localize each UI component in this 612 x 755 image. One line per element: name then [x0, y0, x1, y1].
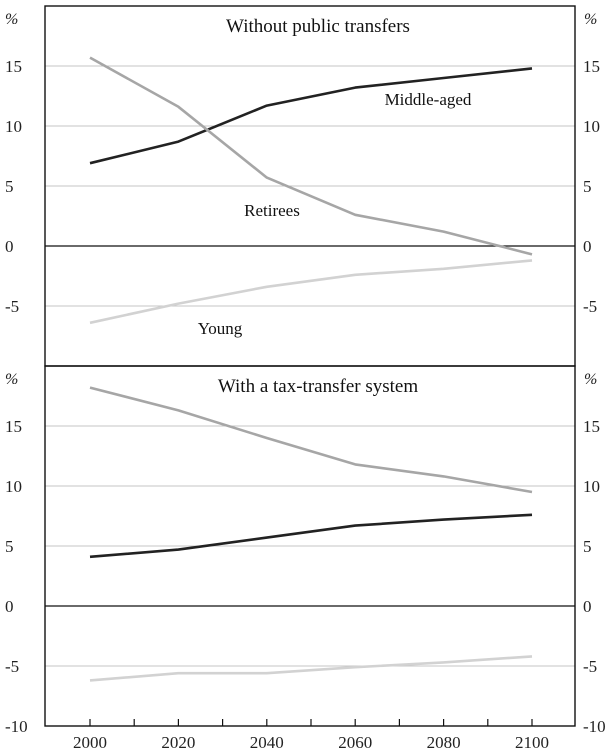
series-label: Retirees [244, 201, 300, 220]
y-tick-label-left: 0 [5, 237, 14, 256]
x-tick-label: 2040 [250, 733, 284, 752]
y-tick-label-right: 0 [583, 597, 592, 616]
y-tick-label-right: -5 [583, 657, 597, 676]
y-tick-label-right: -10 [583, 717, 606, 736]
plot-frame [44, 365, 576, 727]
x-tick-label: 2020 [161, 733, 195, 752]
y-tick-label-right: 15 [583, 417, 600, 436]
y-unit-label-left: % [5, 11, 18, 28]
x-tick-label: 2100 [515, 733, 549, 752]
x-tick-label: 2060 [338, 733, 372, 752]
y-tick-label-left: 10 [5, 117, 22, 136]
x-tick-label: 2080 [427, 733, 461, 752]
y-tick-label-left: 5 [5, 537, 14, 556]
y-tick-label-left: 10 [5, 477, 22, 496]
y-tick-label-right: 10 [583, 477, 600, 496]
y-tick-label-left: -10 [5, 717, 28, 736]
y-tick-label-right: 0 [583, 237, 592, 256]
y-tick-label-right: 5 [583, 537, 592, 556]
panel-title: With a tax-transfer system [218, 376, 418, 397]
y-tick-label-left: 0 [5, 597, 14, 616]
y-unit-label-left: % [5, 371, 18, 388]
y-tick-label-right: 10 [583, 117, 600, 136]
y-tick-label-right: 15 [583, 57, 600, 76]
series-label: Young [198, 319, 243, 338]
y-tick-label-right: 5 [583, 177, 592, 196]
y-tick-label-left: -5 [5, 657, 19, 676]
chart-panel-2: -10 -10 -5 -5 0 0 5 5 10 10 15 15% % With a tax-trans… [5, 365, 606, 752]
series-line-2 [89, 56, 533, 256]
x-tick-label: 2000 [73, 733, 107, 752]
y-tick-label-left: -5 [5, 297, 19, 316]
chart-panel-1: -5 -5 0 0 5 5 10 10 15 15% % Without public transfe… [5, 5, 600, 367]
series-line-3 [89, 655, 533, 682]
series-label: Middle-aged [385, 90, 472, 109]
series-line-3 [89, 259, 533, 325]
y-tick-label-left: 15 [5, 57, 22, 76]
y-unit-label-right: % [584, 11, 597, 28]
series-line-2 [89, 513, 533, 559]
y-tick-label-left: 15 [5, 417, 22, 436]
y-unit-label-right: % [584, 371, 597, 388]
series-line-1 [89, 67, 533, 165]
series-line-1 [89, 386, 533, 494]
y-tick-label-right: -5 [583, 297, 597, 316]
panel-title: Without public transfers [226, 16, 410, 37]
y-tick-label-left: 5 [5, 177, 14, 196]
